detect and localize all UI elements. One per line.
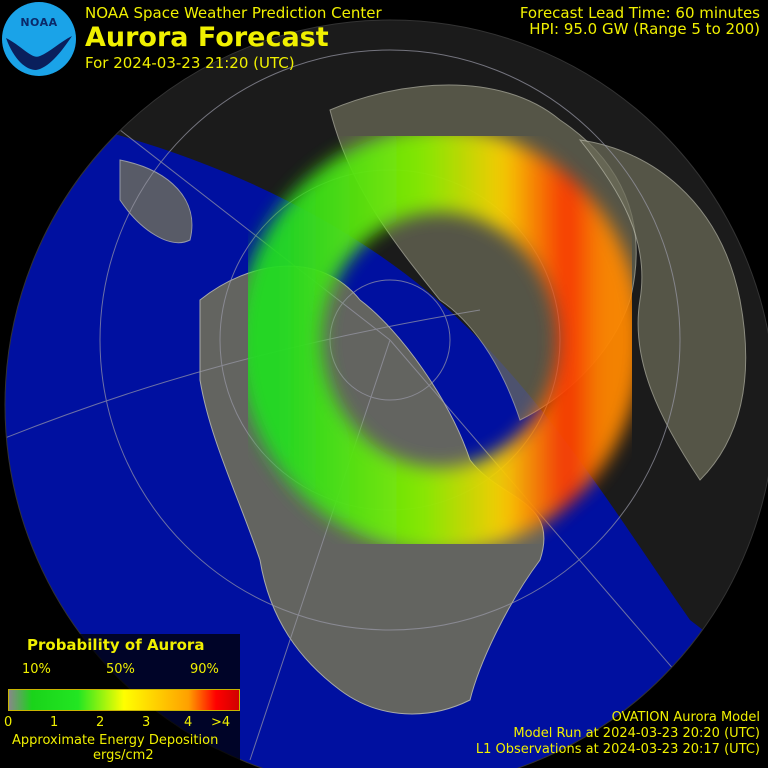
legend-unit: ergs/cm2	[93, 748, 154, 763]
legend-caption: Approximate Energy Deposition	[12, 733, 219, 748]
energy-2: 2	[96, 715, 105, 730]
bird-icon	[6, 36, 72, 70]
noaa-logo: NOAA	[2, 2, 76, 76]
energy-gt4: >4	[211, 715, 231, 730]
model-name: OVATION Aurora Model	[611, 710, 760, 725]
energy-4: 4	[184, 715, 193, 730]
legend-pct-90: 90%	[190, 662, 219, 677]
lead-time: Forecast Lead Time: 60 minutes	[519, 4, 760, 22]
logo-text: NOAA	[20, 16, 58, 29]
org-name: NOAA Space Weather Prediction Center	[85, 4, 382, 22]
l1-observations: L1 Observations at 2024-03-23 20:17 (UTC…	[475, 742, 760, 757]
hpi-value: HPI: 95.0 GW (Range 5 to 200)	[529, 20, 760, 38]
color-scale-bar	[8, 689, 240, 711]
energy-3: 3	[142, 715, 151, 730]
forecast-time: For 2024-03-23 21:20 (UTC)	[85, 54, 295, 72]
page-title: Aurora Forecast	[85, 22, 329, 53]
probability-legend: Probability of Aurora 10% 50% 90% 0 1 2 …	[0, 634, 240, 768]
aurora-oval	[237, 127, 643, 553]
energy-1: 1	[50, 715, 59, 730]
legend-title: Probability of Aurora	[27, 636, 205, 654]
legend-pct-50: 50%	[106, 662, 135, 677]
legend-pct-10: 10%	[22, 662, 51, 677]
model-run: Model Run at 2024-03-23 20:20 (UTC)	[513, 726, 760, 741]
energy-0: 0	[4, 715, 13, 730]
